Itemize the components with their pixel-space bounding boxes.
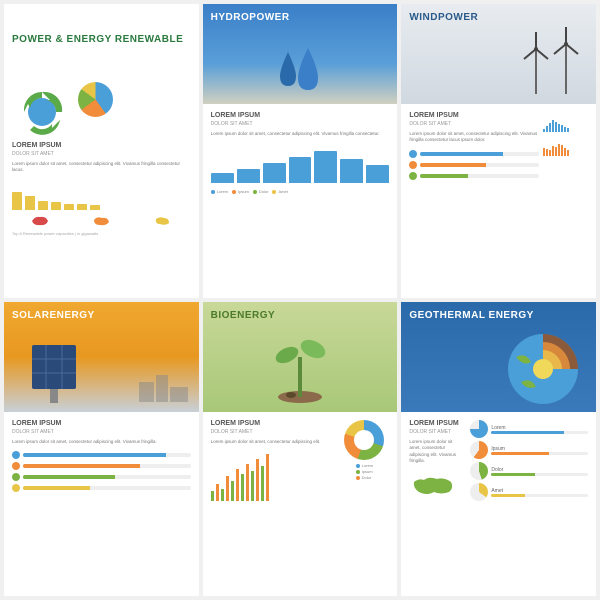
mini-bars-blue xyxy=(543,112,588,132)
bio-vbars xyxy=(211,451,334,501)
panel-header: WINDPOWER xyxy=(401,4,596,104)
subcaption: DOLOR SIT AMET xyxy=(211,121,390,127)
body-text: Lorem ipsum dolor sit amet, consectetur … xyxy=(12,439,191,445)
panel-title: HYDROPOWER xyxy=(211,12,290,23)
body-text: Lorem ipsum dolor sit amet, consectetur … xyxy=(211,439,334,445)
subtitle: LOREM IPSUM xyxy=(409,420,464,427)
pie-chart xyxy=(78,82,113,117)
panel-solar: SOLARENERGY LOREM IPSUM DOLOR SIT AMET L… xyxy=(4,302,199,596)
body-text: Lorem ipsum dolor sit amet, consectetur … xyxy=(409,131,539,144)
mini-bars-orange xyxy=(543,136,588,156)
panel-title: WINDPOWER xyxy=(409,12,478,23)
subtitle: LOREM IPSUM xyxy=(12,420,191,427)
subcaption: DOLOR SIT AMET xyxy=(409,121,539,127)
subcaption: DOLOR SIT AMET xyxy=(409,429,464,435)
panel-hydropower: HYDROPOWER LOREM IPSUM DOLOR SIT AMET Lo… xyxy=(203,4,398,298)
recycle-globe-icon xyxy=(12,82,72,142)
panel-title: SOLARENERGY xyxy=(12,310,95,321)
panel-renewable: POWER & ENERGY RENEWABLE LOREM IPSUM DOL… xyxy=(4,4,199,298)
subcaption: DOLOR SIT AMET xyxy=(12,151,191,157)
subcaption: DOLOR SIT AMET xyxy=(12,429,191,435)
windmill-icon xyxy=(516,24,586,104)
body-text: Lorem ipsum dolor sit amet, consectetur … xyxy=(409,439,464,464)
donut-chart xyxy=(344,420,384,460)
panel-header: HYDROPOWER xyxy=(203,4,398,104)
subtitle: LOREM IPSUM xyxy=(211,112,390,119)
water-drops-icon xyxy=(270,39,330,99)
capacity-bars xyxy=(12,180,191,210)
geo-pie-rows: LoremIpsumDolorAmet xyxy=(470,420,588,505)
hydro-bars xyxy=(211,143,390,183)
panel-title: GEOTHERMAL ENERGY xyxy=(409,310,533,322)
panel-title: BIOENERGY xyxy=(211,310,276,321)
subtitle: LOREM IPSUM xyxy=(12,142,191,149)
chart-legend: Lorem Ipsum Dolor Amet xyxy=(211,189,390,194)
panel-windpower: WINDPOWER LOREM IPSUM DOLOR SIT AMET Lor… xyxy=(401,4,596,298)
panel-header: GEOTHERMAL ENERGY xyxy=(401,302,596,412)
earth-core-icon xyxy=(506,332,581,407)
solar-panel-icon xyxy=(24,337,84,407)
subtitle: LOREM IPSUM xyxy=(211,420,334,427)
panel-geothermal: GEOTHERMAL ENERGY LOREM IPSUM DOLOR SIT … xyxy=(401,302,596,596)
panel-header: SOLARENERGY xyxy=(4,302,199,412)
footer-text: Top 6 Renewable power capacities | in gi… xyxy=(12,231,191,236)
subtitle: LOREM IPSUM xyxy=(409,112,539,119)
country-maps xyxy=(12,214,191,228)
world-map-icon xyxy=(409,470,459,500)
panel-title: POWER & ENERGY RENEWABLE xyxy=(12,34,191,45)
panel-bioenergy: BIOENERGY LOREM IPSUM DOLOR SIT AMET Lor… xyxy=(203,302,398,596)
subcaption: DOLOR SIT AMET xyxy=(211,429,334,435)
wind-hbars xyxy=(409,150,539,180)
panel-header: BIOENERGY xyxy=(203,302,398,412)
body-text: Lorem ipsum dolor sit amet, consectetur … xyxy=(12,161,191,174)
sprout-icon xyxy=(265,327,335,407)
panel-header: POWER & ENERGY RENEWABLE xyxy=(4,4,199,74)
body-text: Lorem ipsum dolor sit amet, consectetur … xyxy=(211,131,390,137)
solar-hbars xyxy=(12,451,191,492)
